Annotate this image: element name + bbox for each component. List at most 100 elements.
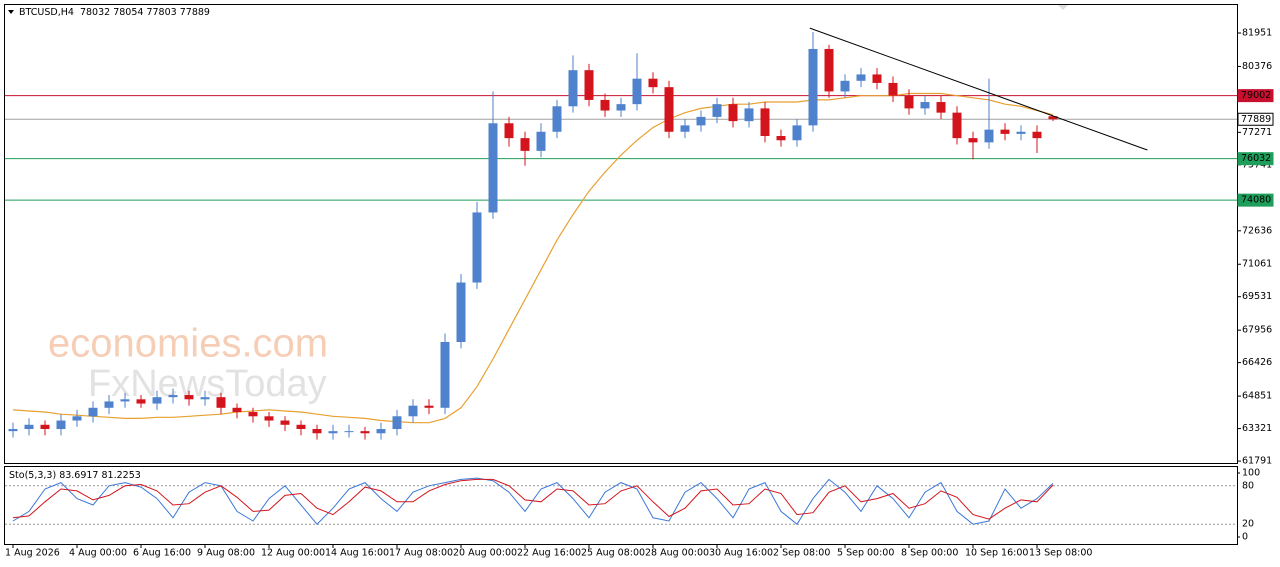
y-tick-label: 72636 <box>1242 225 1272 236</box>
candle-body <box>488 123 498 213</box>
candle-body <box>568 70 578 107</box>
candle-body <box>424 405 434 408</box>
candle-body <box>760 108 770 137</box>
candle-body <box>920 102 930 109</box>
candle-body <box>456 282 466 342</box>
candle-body <box>504 123 514 139</box>
candle-body <box>680 125 690 132</box>
candle-body <box>584 70 594 100</box>
candle-body <box>904 95 914 109</box>
x-tick-label: 10 Sep 16:00 <box>965 548 1028 559</box>
candle-body <box>328 431 338 434</box>
candle-body <box>216 397 226 408</box>
level-label: 79002 <box>1241 90 1271 101</box>
x-tick-label: 13 Sep 08:00 <box>1029 548 1092 559</box>
main-panel <box>4 4 1238 464</box>
candle-body <box>600 99 610 111</box>
candle-body <box>280 420 290 425</box>
indicator-line <box>12 478 1054 520</box>
candle-body <box>552 106 562 132</box>
x-tick-label: 17 Aug 08:00 <box>389 548 453 559</box>
candle-body <box>968 138 978 143</box>
candle-body <box>888 82 898 96</box>
candle-body <box>1048 116 1058 120</box>
candle-body <box>184 395 194 400</box>
candle-body <box>1000 129 1010 134</box>
indicator-tick-label: 0 <box>1242 532 1248 543</box>
level-label: 76032 <box>1241 153 1271 164</box>
x-tick-label: 1 Aug 2026 <box>5 548 60 559</box>
candle-body <box>296 424 306 430</box>
indicator-tick-label: 20 <box>1242 519 1254 530</box>
x-tick-label: 22 Aug 16:00 <box>517 548 581 559</box>
symbol: BTCUSD,H4 <box>19 7 74 18</box>
candle-body <box>984 129 994 143</box>
level-label-box <box>1237 152 1274 166</box>
y-tick-label: 66426 <box>1242 357 1272 368</box>
header-close: 77889 <box>180 7 210 18</box>
candle-body <box>376 429 386 434</box>
moving-average <box>12 92 1054 424</box>
candle-body <box>1032 131 1042 139</box>
x-tick-label: 28 Aug 00:00 <box>645 548 709 559</box>
y-tick-label: 67956 <box>1242 325 1272 336</box>
y-tick-label: 64851 <box>1242 391 1272 402</box>
x-tick-label: 20 Aug 00:00 <box>453 548 517 559</box>
y-tick-label: 61791 <box>1242 456 1272 467</box>
x-tick-label: 4 Aug 00:00 <box>69 548 127 559</box>
candle-body <box>808 48 818 126</box>
candle-body <box>360 431 370 434</box>
candle-body <box>264 416 274 421</box>
candle-body <box>72 416 82 421</box>
y-tick-label: 71061 <box>1242 259 1272 270</box>
candle-body <box>616 104 626 111</box>
trendline <box>809 27 1148 151</box>
x-tick-label: 9 Aug 08:00 <box>197 548 255 559</box>
candle-body <box>168 395 178 398</box>
candle-body <box>856 74 866 81</box>
level-label: 77889 <box>1241 114 1271 125</box>
candle-body <box>8 429 18 432</box>
y-tick-label: 63321 <box>1242 423 1272 434</box>
candle-body <box>120 399 130 402</box>
candle-body <box>472 212 482 283</box>
candle-body <box>776 136 786 141</box>
indicator-line <box>12 477 1054 525</box>
candle-body <box>312 429 322 434</box>
level-label-box <box>1237 89 1274 103</box>
indicator-panel <box>4 466 1238 545</box>
candle-body <box>936 102 946 113</box>
candle-body <box>104 401 114 408</box>
x-tick-label: 6 Aug 16:00 <box>133 548 191 559</box>
indicator-header: Sto(5,3,3) 83.6917 81.2253 <box>9 470 141 481</box>
watermark: economies.com <box>48 322 328 366</box>
candle-body <box>40 424 50 430</box>
candle-body <box>792 125 802 141</box>
indicator-tick-label: 100 <box>1242 468 1260 479</box>
shift-marker <box>1058 5 1068 10</box>
candle-body <box>648 78 658 88</box>
candle-body <box>392 416 402 430</box>
x-tick-label: 5 Sep 00:00 <box>837 548 894 559</box>
candle-body <box>520 138 530 151</box>
indicator-tick-label: 80 <box>1242 480 1254 491</box>
level-label: 74080 <box>1241 195 1271 206</box>
candle-body <box>440 341 450 408</box>
candle-body <box>712 104 722 117</box>
y-tick-label: 81951 <box>1242 28 1272 39</box>
x-tick-label: 8 Sep 00:00 <box>901 548 958 559</box>
candle-body <box>24 424 34 430</box>
candle-body <box>248 412 258 417</box>
candle-body <box>136 399 146 404</box>
candle-body <box>872 74 882 83</box>
indicator-main: 83.6917 <box>59 470 98 481</box>
header-open: 78032 <box>80 7 110 18</box>
candle-body <box>152 397 162 404</box>
header-low: 77803 <box>146 7 176 18</box>
x-tick-label: 25 Aug 08:00 <box>581 548 645 559</box>
candle-body <box>664 87 674 132</box>
candle-body <box>824 48 834 92</box>
x-tick-label: 30 Aug 16:00 <box>709 548 773 559</box>
